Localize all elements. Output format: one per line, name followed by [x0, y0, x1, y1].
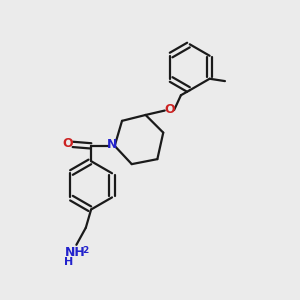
Text: N: N: [107, 139, 118, 152]
Text: H: H: [64, 257, 74, 267]
Text: O: O: [62, 137, 73, 150]
Text: NH: NH: [64, 246, 85, 259]
Text: O: O: [164, 103, 175, 116]
Text: 2: 2: [83, 246, 89, 255]
